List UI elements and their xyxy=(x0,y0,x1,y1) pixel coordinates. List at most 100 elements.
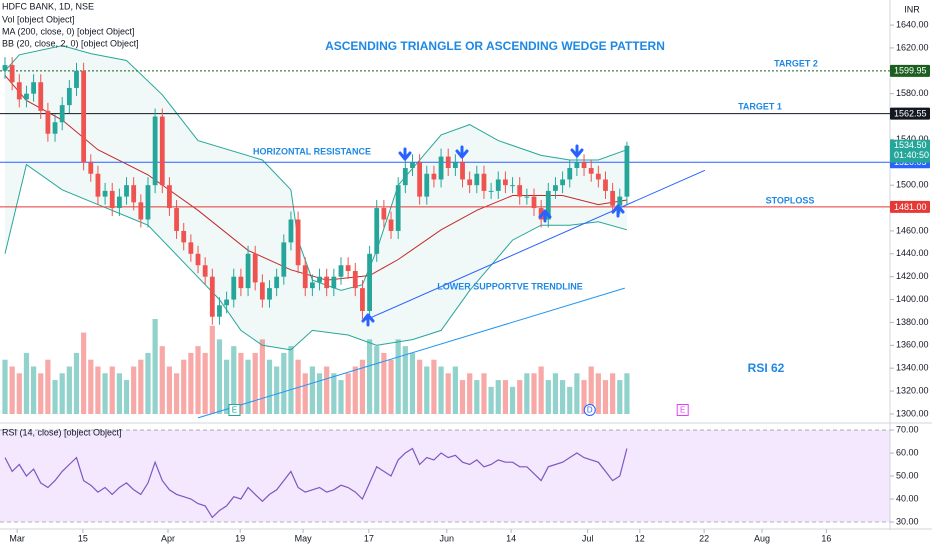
y-tick-label: 1420.00 xyxy=(896,271,929,281)
volume-bar xyxy=(88,359,94,414)
candle-body xyxy=(445,156,451,169)
arrow-up xyxy=(538,209,552,223)
level-tag-label: 1481.00 xyxy=(894,202,927,212)
volume-bar xyxy=(545,380,551,414)
volume-bar xyxy=(431,359,437,414)
legend-bb: BB (20, close, 2, 0) [object Object] xyxy=(2,38,139,48)
volume-bar xyxy=(424,366,430,414)
y-tick-label: 1360.00 xyxy=(896,340,929,350)
volume-bar xyxy=(309,366,315,414)
volume-bar xyxy=(109,366,115,414)
volume-bar xyxy=(581,380,587,414)
volume-bar xyxy=(202,352,208,414)
volume-bar xyxy=(481,373,487,414)
volume-bar xyxy=(588,366,594,414)
volume-bar xyxy=(559,380,566,414)
volume-bar xyxy=(488,386,494,414)
volume-bar xyxy=(610,373,616,414)
candle-body xyxy=(52,122,58,134)
candle-body xyxy=(59,105,65,123)
level-tag xyxy=(890,107,930,120)
volume-bar xyxy=(316,373,323,414)
y-tick-label: 1540.00 xyxy=(896,134,929,144)
candle-body xyxy=(474,173,480,186)
candle-body xyxy=(188,242,194,254)
candle-body xyxy=(581,162,587,169)
trendline-label: LOWER SUPPORTVE TRENDLINE xyxy=(437,281,583,291)
volume-bar xyxy=(338,380,344,414)
volume-bar xyxy=(66,366,72,414)
rsi-y-tick-label: 60.00 xyxy=(896,447,919,457)
y-tick-label: 1460.00 xyxy=(896,225,929,235)
rsi-y-tick-label: 30.00 xyxy=(896,516,919,526)
volume-bar xyxy=(452,366,458,414)
volume-bar xyxy=(302,373,308,414)
volume-bar xyxy=(402,346,408,414)
candle-body xyxy=(109,190,115,209)
target2-label: TARGET 2 xyxy=(774,58,818,68)
candle-body xyxy=(417,162,423,197)
candle-body xyxy=(288,219,294,243)
candle-body xyxy=(2,65,8,71)
candle-body xyxy=(345,265,351,271)
event-icon xyxy=(228,404,241,416)
candle-body xyxy=(202,265,208,277)
volume-bar xyxy=(359,359,366,414)
candle-body xyxy=(252,253,258,283)
candle-body xyxy=(152,116,158,186)
y-tick-label: 1440.00 xyxy=(896,248,929,258)
volume-bar xyxy=(617,380,623,414)
candle-body xyxy=(402,168,408,186)
candle-body xyxy=(395,185,401,231)
candle-body xyxy=(617,196,623,206)
candle-body xyxy=(131,185,137,203)
candle-body xyxy=(388,219,394,231)
x-tick-label: May xyxy=(295,533,313,543)
candle-body xyxy=(360,288,365,311)
level-tag xyxy=(890,200,930,213)
volume-bar xyxy=(238,352,244,414)
y-tick-label: 1320.00 xyxy=(896,385,929,395)
candle-body xyxy=(267,288,272,300)
volume-bar xyxy=(116,373,122,414)
volume-bar xyxy=(30,366,37,414)
x-tick-label: Aug xyxy=(754,533,770,543)
over-layer: HDFC BANK, 1D, NSE Vol [object Object] M… xyxy=(2,1,920,437)
candle-body xyxy=(431,173,437,180)
candle-body xyxy=(181,230,187,243)
arrows xyxy=(361,144,625,327)
candle-body xyxy=(574,162,580,169)
volume-bar xyxy=(252,352,258,414)
candle-body xyxy=(517,185,523,197)
volume-bar xyxy=(474,380,480,414)
candle-body xyxy=(24,93,29,100)
volume-bar xyxy=(81,332,87,414)
candle-body xyxy=(138,202,144,220)
candle-body xyxy=(31,82,36,94)
rsi-y-tick-label: 40.00 xyxy=(896,493,919,503)
candle-body xyxy=(167,185,172,209)
volume-bar xyxy=(23,352,30,414)
volume-bar xyxy=(538,366,544,414)
rsi-band xyxy=(0,430,890,523)
volume-bar xyxy=(59,373,65,414)
volume-bar xyxy=(366,339,373,414)
y-tick-label: 1380.00 xyxy=(896,317,929,327)
candle-body xyxy=(174,208,179,231)
volume-bar xyxy=(381,352,387,414)
candle-body xyxy=(274,276,280,289)
volume-bar xyxy=(595,373,601,414)
volume-bar xyxy=(295,359,301,414)
candle-body xyxy=(503,179,508,186)
volume-bar xyxy=(409,352,416,414)
volume-bar xyxy=(624,373,630,414)
candle-body xyxy=(560,179,565,186)
arrow-down xyxy=(570,144,584,158)
candle-body xyxy=(124,185,129,197)
candle-body xyxy=(510,185,515,187)
event-label: D xyxy=(587,406,593,415)
candle-body xyxy=(295,219,301,266)
volume-bar xyxy=(188,352,194,414)
rsi-line xyxy=(4,447,628,519)
